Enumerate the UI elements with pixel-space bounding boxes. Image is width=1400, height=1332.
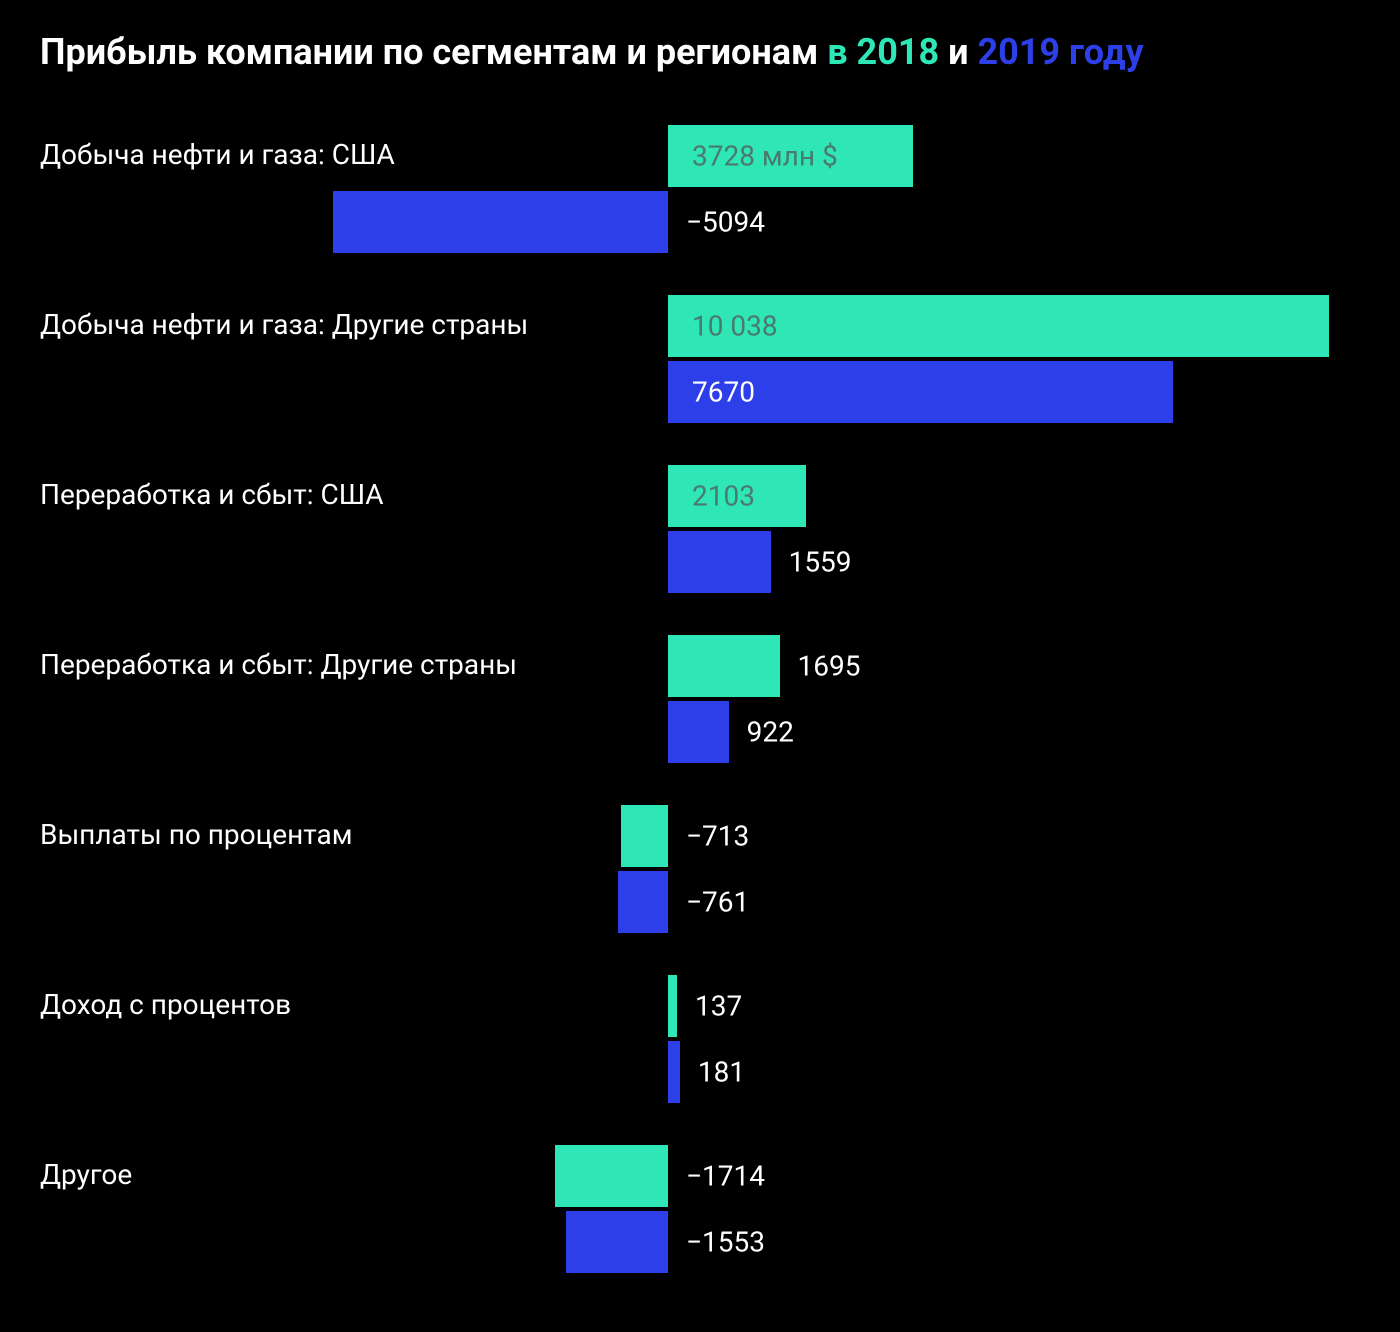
bar-value-label: 1559 [789,546,852,579]
bar-row-2018: Переработка и сбыт: Другие страны 1695 [40,635,1360,697]
bar-row-2018: Добыча нефти и газа: Другие страны 10 038 [40,295,1360,357]
bar-row-2019: −761 [40,871,1360,933]
bar-value-label: −1714 [686,1160,765,1193]
bar-row-2018: Другое −1714 [40,1145,1360,1207]
bar-2018: 10 038 [668,295,1329,357]
bar-row-2018: Доход с процентов 137 [40,975,1360,1037]
bar-2018 [668,635,780,697]
title-main: Прибыль компании по сегментам и регионам [40,31,827,73]
bar-row-2019: −1553 [40,1211,1360,1273]
bar-value-label: 2103 [692,480,755,513]
title-2019: 2019 году [977,31,1143,73]
bar-value-label: −713 [686,820,749,853]
chart-group: Переработка и сбыт: США 2103 1559 [40,465,1360,593]
bar-2018: 2103 [668,465,806,527]
bar-2018 [555,1145,668,1207]
bar-2019 [618,871,668,933]
chart-title: Прибыль компании по сегментам и регионам… [40,30,1360,75]
bar-value-label: 10 038 [692,310,778,343]
bar-2019 [668,531,771,593]
chart-group: Другое −1714 −1553 [40,1145,1360,1273]
category-label: Добыча нефти и газа: Другие страны [40,308,528,341]
bar-2018: 3728 млн $ [668,125,913,187]
category-label: Другое [40,1158,132,1191]
bar-value-label: 1695 [798,650,861,683]
bar-value-label: 7670 [692,376,755,409]
profit-chart: Добыча нефти и газа: США3728 млн $−5094Д… [40,125,1360,1273]
bar-value-label: 3728 млн $ [692,140,838,173]
bar-row-2018: Добыча нефти и газа: США 3728 млн $ [40,125,1360,187]
category-label: Доход с процентов [40,988,291,1021]
bar-value-label: 922 [747,716,794,749]
bar-value-label: 137 [695,990,742,1023]
category-label: Переработка и сбыт: Другие страны [40,648,517,681]
bar-row-2019: 922 [40,701,1360,763]
bar-value-label: 181 [698,1056,745,1089]
bar-row-2019: 7670 [40,361,1360,423]
bar-2019 [566,1211,668,1273]
bar-2019 [668,1041,680,1103]
title-2018: в 2018 [827,31,939,73]
bar-row-2018: Выплаты по процентам −713 [40,805,1360,867]
bar-value-label: −5094 [686,206,765,239]
category-label: Выплаты по процентам [40,818,352,851]
category-label: Переработка и сбыт: США [40,478,384,511]
bar-row-2019: 1559 [40,531,1360,593]
title-conjunction: и [939,31,977,73]
bar-value-label: −761 [686,886,749,919]
chart-group: Переработка и сбыт: Другие страны 1695922 [40,635,1360,763]
bar-2019 [668,701,729,763]
chart-group: Выплаты по процентам −713 −761 [40,805,1360,933]
chart-group: Доход с процентов 137 181 [40,975,1360,1103]
bar-2019 [333,191,668,253]
bar-row-2019: −5094 [40,191,1360,253]
category-label: Добыча нефти и газа: США [40,138,395,171]
bar-2019: 7670 [668,361,1173,423]
bar-row-2019: 181 [40,1041,1360,1103]
bar-value-label: −1553 [686,1226,765,1259]
bar-2018 [621,805,668,867]
chart-group: Добыча нефти и газа: США 3728 млн $ −5094 [40,125,1360,253]
chart-group: Добыча нефти и газа: Другие страны 10 038… [40,295,1360,423]
bar-row-2018: Переработка и сбыт: США 2103 [40,465,1360,527]
bar-2018 [668,975,677,1037]
